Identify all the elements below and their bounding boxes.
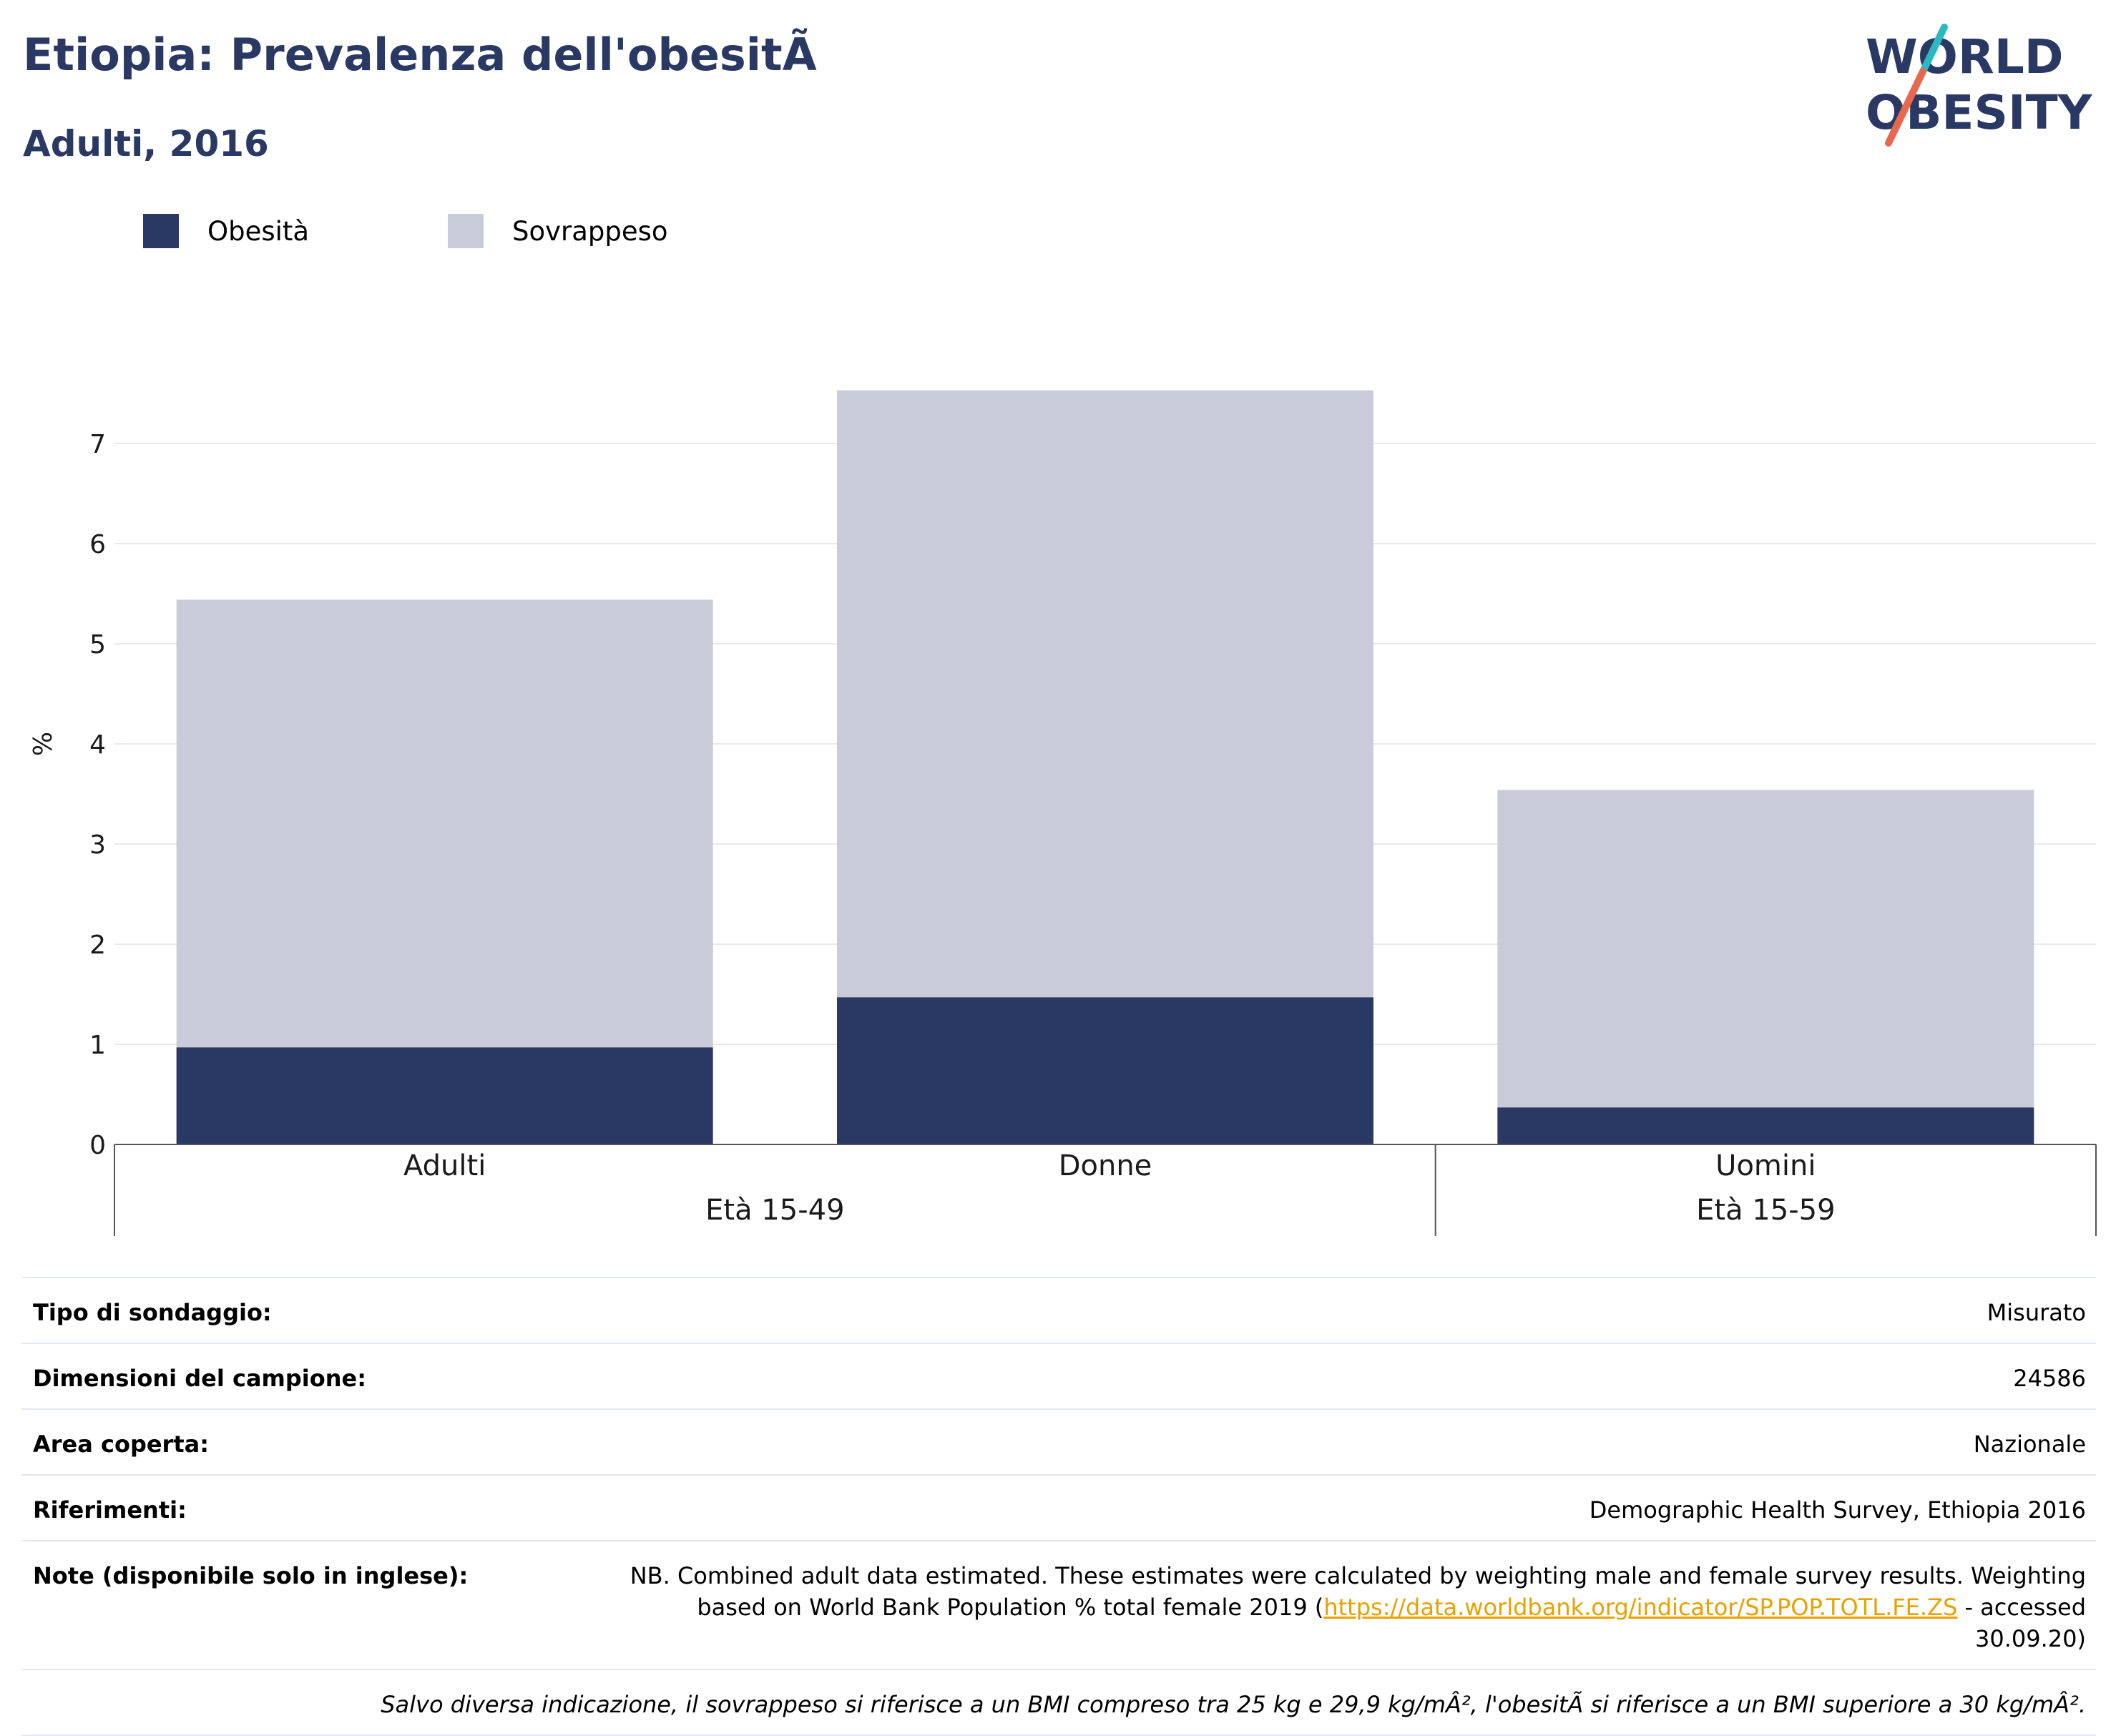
legend-item-obesita[interactable]: Obesità	[143, 213, 309, 249]
info-row-survey-type: Tipo di sondaggio: Misurato	[21, 1278, 2096, 1344]
legend-label-obesita: Obesità	[207, 215, 310, 247]
info-row-sample-size: Dimensioni del campione: 24586	[21, 1344, 2096, 1410]
world-obesity-logo: WORLD OBESITY	[1866, 24, 2093, 147]
info-value: Demographic Health Survey, Ethiopia 2016	[1589, 1496, 2086, 1524]
legend-item-sovrappeso[interactable]: Sovrappeso	[448, 213, 668, 249]
footer-note-text: Salvo diversa indicazione, il sovrappeso…	[381, 1691, 2086, 1718]
info-row-area: Area coperta: Nazionale	[21, 1410, 2096, 1476]
logo-line1: WORLD	[1866, 29, 2064, 84]
y-tick-label: 2	[89, 931, 106, 960]
bar-uomini-obesita	[1497, 1107, 2034, 1144]
info-label: Dimensioni del campione:	[33, 1365, 367, 1392]
page-subtitle: Adulti, 2016	[23, 123, 269, 165]
info-value: Misurato	[1987, 1299, 2086, 1326]
y-tick-label: 7	[89, 430, 106, 459]
bar-adulti-obesita	[176, 1047, 713, 1144]
info-label: Note (disponibile solo in inglese):	[33, 1562, 469, 1589]
bar-donne-obesita	[837, 997, 1373, 1144]
info-table: Tipo di sondaggio: Misurato Dimensioni d…	[21, 1277, 2096, 1736]
legend-swatch-sovrappeso	[448, 214, 484, 248]
info-row-references: Riferimenti: Demographic Health Survey, …	[21, 1476, 2096, 1541]
info-label: Tipo di sondaggio:	[33, 1299, 272, 1326]
bar-adulti-sovrappeso	[176, 599, 713, 1048]
legend-swatch-obesita	[143, 214, 179, 248]
note-text-after: - accessed 30.09.20)	[1957, 1594, 2086, 1652]
logo-slash-top-icon	[1919, 24, 1948, 75]
footer-note: Salvo diversa indicazione, il sovrappeso…	[21, 1670, 2096, 1736]
x-group-label: Età 15-49	[705, 1194, 844, 1227]
y-tick-label: 4	[89, 730, 106, 760]
y-tick-label: 6	[89, 530, 106, 559]
bar-uomini-sovrappeso	[1497, 790, 2034, 1108]
info-label: Riferimenti:	[33, 1496, 187, 1524]
info-row-notes: Note (disponibile solo in inglese): NB. …	[21, 1541, 2096, 1670]
x-group-label: Età 15-59	[1696, 1194, 1835, 1227]
note-text-before: NB. Combined adult data estimated. These…	[630, 1562, 2086, 1621]
x-category-label: Donne	[1059, 1149, 1152, 1182]
legend-label-sovrappeso: Sovrappeso	[512, 215, 668, 247]
page-title: Etiopia: Prevalenza dell'obesitÃ	[23, 29, 817, 81]
y-tick-label: 0	[89, 1131, 106, 1160]
bar-donne-sovrappeso	[837, 390, 1373, 998]
bar-chart: 0 1 2 3 4 5 6 7% Adulti Donne Uomini Età 15-49 Età 1…	[29, 390, 2097, 1236]
logo-slash-bottom-icon	[1885, 68, 1926, 147]
x-category-label: Uomini	[1715, 1149, 1816, 1182]
y-tick-label: 1	[89, 1031, 106, 1060]
note-link[interactable]: https://data.worldbank.org/indicator/SP.…	[1323, 1594, 1958, 1621]
note-text: NB. Combined adult data estimated. These…	[584, 1560, 2086, 1654]
x-category-label: Adulti	[403, 1149, 486, 1182]
info-label: Area coperta:	[33, 1431, 210, 1458]
y-tick-label: 5	[89, 630, 106, 659]
y-tick-label: 3	[89, 830, 106, 860]
info-value: 24586	[2013, 1365, 2086, 1392]
info-value: Nazionale	[1973, 1431, 2086, 1458]
y-axis-label: %	[29, 732, 58, 756]
